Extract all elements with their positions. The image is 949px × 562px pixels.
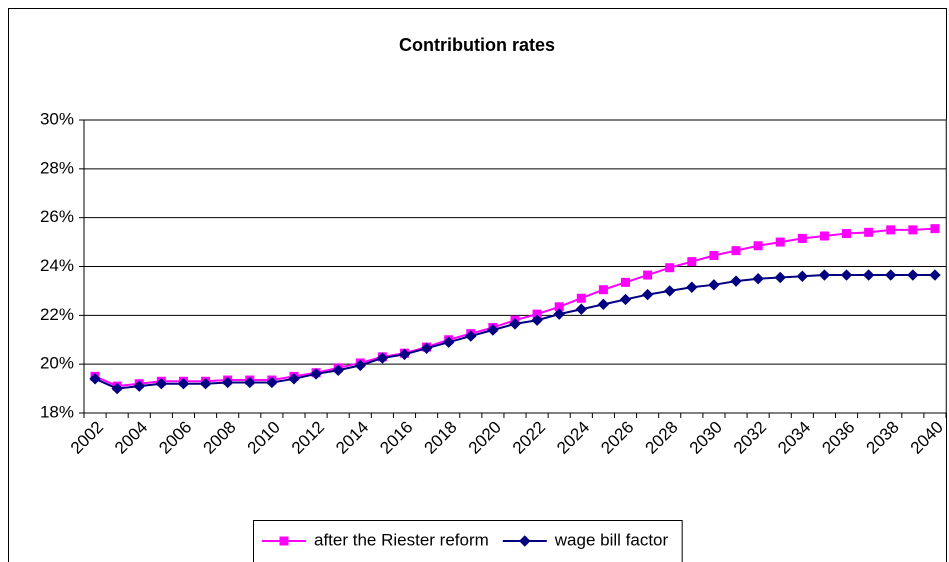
- point: [244, 376, 256, 389]
- point: [266, 376, 278, 389]
- point: [442, 336, 455, 348]
- point: [376, 352, 389, 364]
- point: [597, 298, 610, 311]
- point: [842, 229, 852, 239]
- point: [576, 293, 586, 303]
- point: [818, 269, 831, 281]
- point: [221, 376, 234, 389]
- y-tick-label: 30%: [40, 109, 74, 128]
- point: [398, 348, 411, 361]
- point: [619, 293, 632, 306]
- point: [930, 224, 940, 234]
- y-tick-label: 20%: [40, 354, 74, 373]
- point: [310, 368, 322, 380]
- point: [796, 270, 809, 282]
- point: [133, 380, 145, 392]
- point: [621, 277, 631, 287]
- point: [730, 275, 742, 287]
- point: [665, 263, 675, 273]
- point: [686, 281, 698, 293]
- point: [908, 225, 918, 235]
- y-tick-label: 24%: [40, 256, 74, 275]
- point: [864, 227, 874, 237]
- point: [89, 373, 101, 385]
- point: [420, 342, 433, 355]
- point: [709, 251, 719, 261]
- point: [840, 269, 853, 281]
- point: [177, 377, 190, 390]
- point: [111, 382, 123, 395]
- point: [664, 285, 676, 297]
- point: [797, 233, 807, 243]
- legend-marker: [279, 536, 289, 546]
- legend-label: wage bill factor: [554, 530, 669, 549]
- point: [575, 303, 588, 315]
- chart-title: Contribution rates: [399, 35, 555, 55]
- point: [731, 246, 741, 256]
- point: [752, 273, 764, 285]
- point: [774, 271, 786, 284]
- point: [288, 373, 300, 385]
- legend-box: [253, 520, 683, 562]
- point: [199, 377, 212, 390]
- point: [332, 364, 344, 376]
- point: [929, 269, 941, 281]
- point: [598, 285, 608, 295]
- point: [465, 330, 477, 342]
- legend-marker: [519, 535, 531, 547]
- point: [862, 269, 875, 281]
- point: [155, 377, 168, 390]
- point: [531, 314, 543, 326]
- point: [643, 270, 653, 280]
- legend-label: after the Riester reform: [314, 530, 489, 549]
- y-tick-label: 28%: [40, 158, 74, 177]
- point: [553, 308, 565, 320]
- point: [907, 269, 919, 281]
- point: [819, 231, 829, 241]
- point: [354, 359, 366, 372]
- point: [687, 257, 697, 267]
- legend: after the Riester reform wage bill factor: [253, 520, 683, 562]
- y-tick-label: 22%: [40, 305, 74, 324]
- point: [753, 241, 763, 251]
- point: [509, 318, 521, 330]
- y-tick-label: 26%: [40, 207, 74, 226]
- point: [886, 225, 896, 235]
- y-tick-label: 18%: [40, 402, 74, 421]
- point: [775, 237, 785, 247]
- point: [708, 279, 720, 291]
- point: [885, 269, 897, 281]
- point: [641, 288, 654, 301]
- point: [487, 324, 499, 336]
